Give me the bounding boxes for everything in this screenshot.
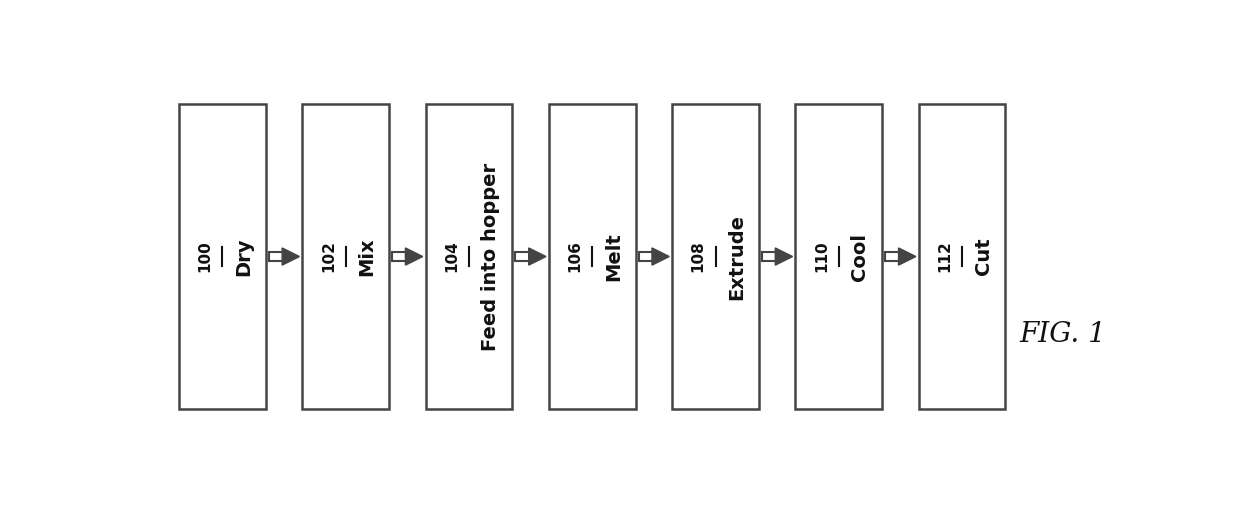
Bar (919, 104, 1006, 409)
Bar (425, 104, 512, 409)
Bar (795, 104, 882, 409)
Text: 108: 108 (691, 241, 706, 272)
Polygon shape (899, 248, 916, 265)
Text: Cut: Cut (973, 238, 993, 275)
Text: Cool: Cool (851, 233, 869, 280)
Polygon shape (283, 248, 299, 265)
Text: 100: 100 (197, 241, 212, 272)
Text: Dry: Dry (234, 237, 253, 276)
Text: Melt: Melt (604, 232, 622, 281)
Text: Feed into hopper: Feed into hopper (481, 163, 500, 351)
Bar (672, 104, 759, 409)
Text: 110: 110 (813, 241, 830, 272)
Text: 104: 104 (444, 241, 459, 272)
Text: FIG. 1: FIG. 1 (1019, 321, 1106, 348)
Text: 106: 106 (568, 241, 583, 272)
Bar (179, 104, 265, 409)
Polygon shape (652, 248, 670, 265)
Polygon shape (405, 248, 423, 265)
Text: Extrude: Extrude (727, 213, 746, 300)
Text: 112: 112 (937, 241, 952, 272)
Text: 102: 102 (321, 241, 336, 272)
Polygon shape (775, 248, 792, 265)
Text: Mix: Mix (357, 237, 376, 276)
Bar (549, 104, 636, 409)
Bar (303, 104, 389, 409)
Polygon shape (528, 248, 546, 265)
